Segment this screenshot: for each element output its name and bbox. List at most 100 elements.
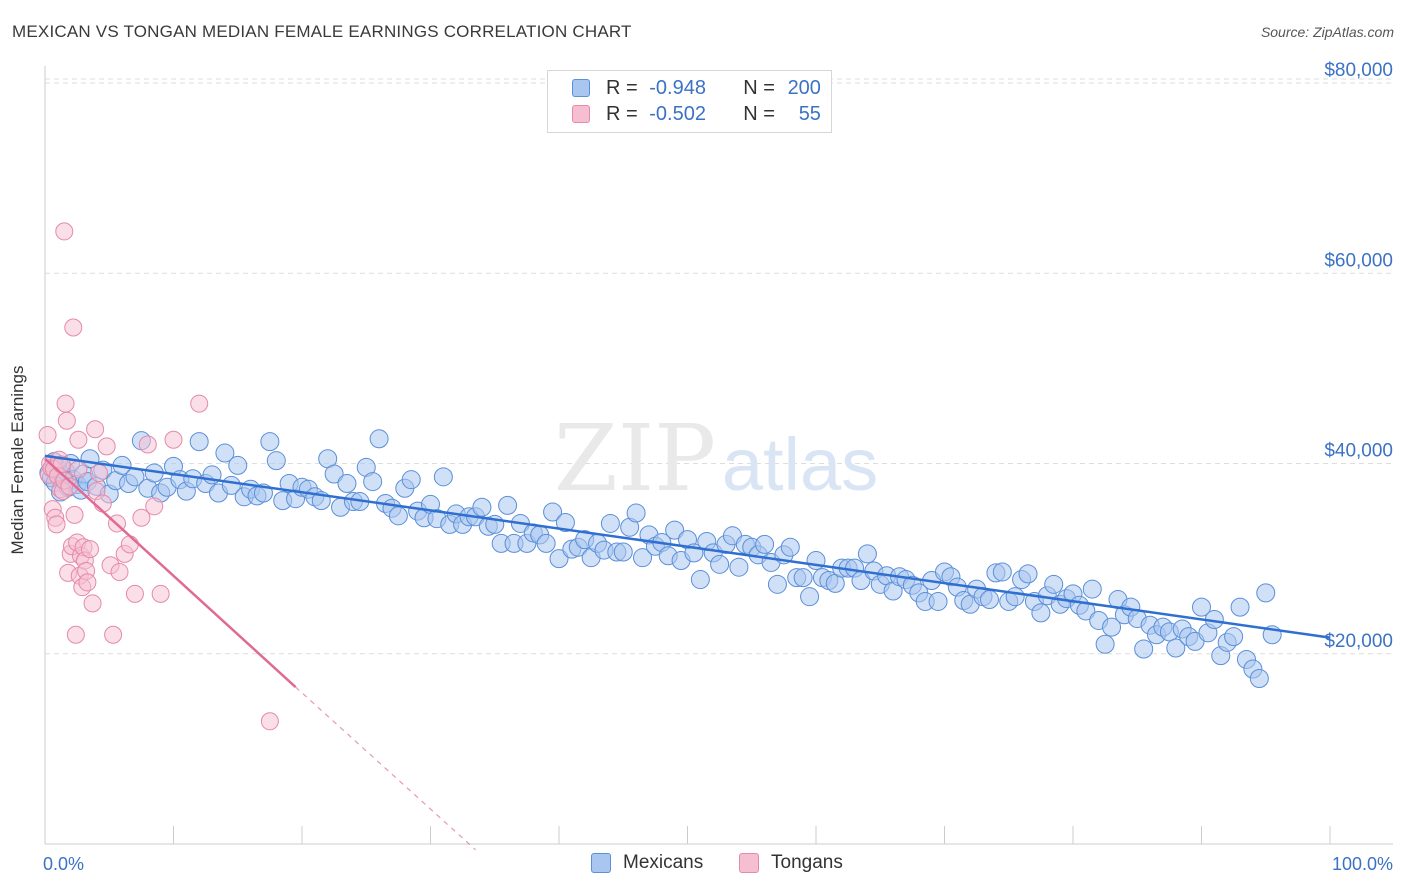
data-point-tongans	[138, 435, 157, 454]
data-point-mexicans	[1044, 574, 1064, 594]
data-point-mexicans	[1095, 634, 1115, 654]
data-point-mexicans	[543, 502, 563, 522]
data-point-tongans	[65, 505, 84, 524]
data-point-tongans	[120, 535, 139, 554]
data-point-mexicans	[633, 548, 653, 568]
x-tick-label: 100.0%	[1332, 854, 1393, 874]
data-point-tongans	[260, 712, 279, 731]
n-label: N =	[743, 102, 775, 125]
legend-label-mexicans: Mexicans	[623, 852, 704, 873]
n-value: 55	[798, 102, 821, 125]
n-value: 200	[787, 76, 821, 99]
data-point-mexicans	[324, 464, 344, 484]
data-point-mexicans	[1005, 587, 1025, 607]
r-value: -0.948	[649, 76, 706, 99]
y-tick-label: $80,000	[1324, 60, 1393, 81]
legend-swatch-tongans	[739, 853, 759, 873]
legend-swatch-blue	[572, 79, 590, 97]
r-label: R =	[606, 102, 638, 125]
watermark-zip: ZIP	[554, 405, 716, 512]
data-point-mexicans	[536, 533, 556, 553]
data-point-tongans	[93, 494, 112, 513]
data-point-mexicans	[401, 470, 421, 490]
data-point-mexicans	[1031, 603, 1051, 623]
trend-lines	[44, 454, 1331, 851]
data-point-tongans	[64, 318, 83, 337]
y-axis-label: Median Female Earnings	[8, 365, 27, 555]
legend-row-tongans: R = -0.502 N = 55	[572, 102, 821, 126]
data-point-mexicans	[1082, 579, 1102, 599]
data-point-mexicans	[1166, 638, 1186, 658]
data-point-mexicans	[710, 554, 730, 574]
data-point-tongans	[104, 625, 123, 644]
legend-item-mexicans[interactable]: Mexicans	[591, 852, 703, 874]
correlation-legend: R = -0.948 N = 200 R = -0.502 N = 55	[547, 70, 832, 133]
y-tick-label: $40,000	[1324, 441, 1393, 462]
data-point-tongans	[97, 437, 116, 456]
data-point-mexicans	[215, 443, 235, 463]
watermark: ZIP atlas	[554, 405, 878, 512]
data-point-mexicans	[755, 534, 775, 554]
data-point-mexicans	[228, 455, 248, 475]
data-point-mexicans	[780, 537, 800, 557]
data-point-tongans	[125, 584, 144, 603]
data-point-tongans	[86, 420, 105, 439]
data-point-mexicans	[260, 432, 280, 452]
data-point-mexicans	[388, 506, 408, 526]
data-point-tongans	[110, 562, 129, 581]
data-point-mexicans	[665, 520, 685, 540]
data-point-tongans	[56, 394, 75, 413]
data-point-tongans	[47, 515, 66, 534]
legend-label-tongans: Tongans	[771, 852, 843, 873]
x-tick-label: 0.0%	[43, 854, 84, 874]
data-point-mexicans	[767, 574, 787, 594]
trendline-tongans	[44, 457, 297, 688]
data-point-mexicans	[472, 497, 492, 517]
data-point-mexicans	[729, 557, 749, 577]
data-point-mexicans	[690, 570, 710, 590]
data-point-mexicans	[928, 591, 948, 611]
data-point-mexicans	[433, 467, 453, 487]
data-point-mexicans	[1134, 639, 1154, 659]
data-point-mexicans	[800, 587, 820, 607]
data-point-tongans	[145, 497, 164, 516]
data-point-mexicans	[793, 568, 813, 588]
tick-labels: $20,000 $40,000 $60,000 $80,000 0.0% 100.0%	[43, 60, 1393, 874]
data-point-mexicans	[266, 451, 286, 471]
source-label: Source: ZipAtlas.com	[1260, 24, 1394, 40]
chart-title: MEXICAN VS TONGAN MEDIAN FEMALE EARNINGS…	[12, 22, 632, 41]
trendline-tongans-extrapolated	[295, 686, 476, 851]
data-point-mexicans	[1256, 583, 1276, 603]
y-tick-label: $20,000	[1324, 631, 1393, 652]
data-point-tongans	[132, 508, 151, 527]
watermark-atlas: atlas	[722, 423, 878, 506]
data-point-tongans	[38, 425, 57, 444]
y-tick-label: $60,000	[1324, 250, 1393, 271]
legend-row-mexicans: R = -0.948 N = 200	[572, 76, 821, 100]
data-point-mexicans	[1192, 597, 1211, 617]
data-point-mexicans	[1230, 597, 1250, 617]
data-point-tongans	[57, 411, 76, 430]
r-label: R =	[606, 76, 638, 99]
legend-swatch-mexicans	[591, 853, 611, 873]
data-point-mexicans	[600, 513, 620, 533]
data-point-tongans	[69, 430, 88, 449]
data-point-mexicans	[337, 473, 357, 493]
legend-item-tongans[interactable]: Tongans	[739, 852, 843, 874]
data-point-mexicans	[1018, 564, 1038, 584]
data-point-tongans	[89, 464, 108, 483]
data-point-mexicans	[1102, 617, 1122, 637]
data-point-tongans	[78, 573, 97, 592]
data-point-tongans	[55, 222, 74, 241]
data-point-tongans	[80, 540, 99, 559]
data-point-mexicans	[555, 512, 575, 532]
data-point-tongans	[69, 460, 88, 479]
data-point-mexicans	[613, 542, 633, 562]
data-point-mexicans	[498, 495, 518, 515]
data-point-tongans	[83, 594, 102, 613]
data-point-tongans	[190, 394, 209, 413]
data-point-mexicans	[979, 590, 999, 610]
data-point-mexicans	[363, 472, 383, 492]
data-point-mexicans	[1249, 668, 1269, 688]
